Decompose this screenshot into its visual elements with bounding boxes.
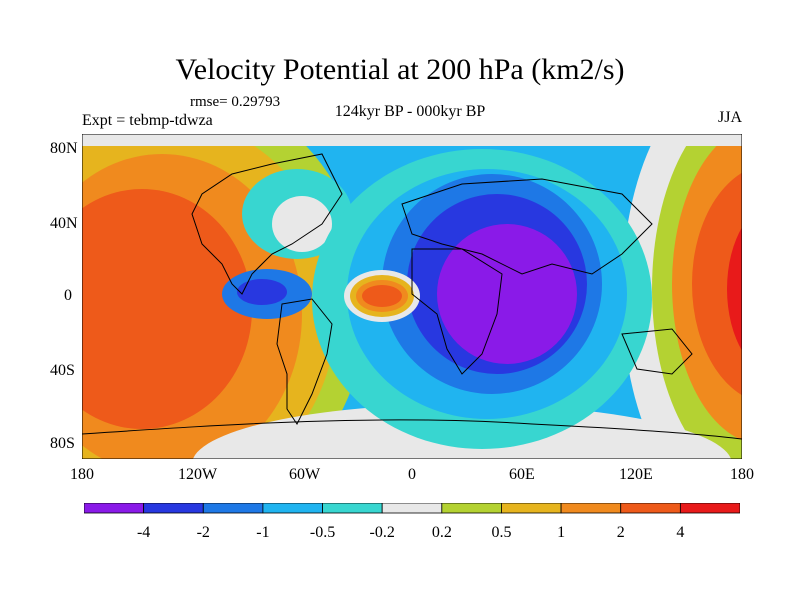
colorbar-label: 0.5 bbox=[491, 524, 511, 541]
colorbar-box bbox=[441, 503, 502, 514]
north-atlantic-contour-2 bbox=[272, 196, 332, 252]
antarctica-coast bbox=[82, 419, 742, 440]
lon-tick-180-right: 180 bbox=[730, 466, 754, 483]
colorbar-label: -1 bbox=[256, 524, 269, 541]
colorbar-label: 1 bbox=[557, 524, 565, 541]
south-america-coast bbox=[276, 298, 333, 425]
colorbar-box bbox=[202, 503, 264, 514]
africa-contour-5 bbox=[437, 224, 577, 364]
lat-tick-0: 0 bbox=[64, 287, 72, 304]
pacific-east-contour-3 bbox=[692, 172, 742, 396]
season-label: JJA bbox=[717, 109, 742, 126]
colorbar-label: -4 bbox=[137, 524, 150, 541]
australia-coast bbox=[621, 328, 693, 375]
colorbar-label: -0.2 bbox=[370, 524, 395, 541]
colorbar-label: -2 bbox=[197, 524, 210, 541]
lon-tick-120e: 120E bbox=[619, 466, 653, 483]
colorbar-labels: -4 -2 -1 -0.5 -0.2 0.2 0.5 1 2 4 bbox=[137, 524, 684, 541]
colorbar-box bbox=[501, 503, 562, 514]
colorbar-box bbox=[679, 503, 740, 514]
eurasia-coast bbox=[401, 178, 653, 275]
colorbar-box bbox=[322, 503, 383, 514]
lat-tick-40s: 40S bbox=[50, 362, 75, 379]
caribbean-contour-2 bbox=[237, 279, 287, 305]
experiment-label: Expt = tebmp-tdwza bbox=[82, 112, 213, 129]
colorbar-box bbox=[620, 503, 681, 514]
chart-title: Velocity Potential at 200 hPa (km2/s) bbox=[175, 53, 625, 86]
colorbar-label: 2 bbox=[617, 524, 625, 541]
colorbar-label: 0.2 bbox=[432, 524, 452, 541]
velocity-potential-map bbox=[82, 134, 742, 459]
period-label: 124kyr BP - 000kyr BP bbox=[334, 103, 486, 120]
colorbar-boxes bbox=[84, 503, 740, 514]
lon-tick-60e: 60E bbox=[509, 466, 535, 483]
arctic-strip bbox=[82, 134, 742, 146]
colorbar-box bbox=[143, 503, 204, 514]
rmse-label: rmse= 0.29793 bbox=[190, 94, 281, 110]
colorbar-box bbox=[84, 503, 145, 514]
lon-tick-0: 0 bbox=[408, 466, 416, 483]
north-america-coast bbox=[191, 153, 343, 295]
pacific-east-contour-4 bbox=[727, 227, 742, 351]
pacific-west-contour-4 bbox=[82, 189, 252, 429]
atlantic-max-contour-4 bbox=[362, 285, 402, 307]
colorbar-label: -0.5 bbox=[310, 524, 335, 541]
lat-tick-80n: 80N bbox=[50, 140, 78, 157]
colorbar-box bbox=[560, 503, 622, 514]
colorbar-box bbox=[381, 503, 443, 514]
lat-tick-80s: 80S bbox=[50, 435, 75, 452]
lon-tick-60w: 60W bbox=[289, 466, 321, 483]
lon-tick-120w: 120W bbox=[178, 466, 218, 483]
colorbar-label: 4 bbox=[676, 524, 684, 541]
lat-tick-40n: 40N bbox=[50, 215, 78, 232]
lon-tick-180-left: 180 bbox=[70, 466, 94, 483]
colorbar-box bbox=[262, 503, 323, 514]
coastlines bbox=[82, 153, 742, 440]
colorbar: -4 -2 -1 -0.5 -0.2 0.2 0.5 1 2 4 bbox=[84, 503, 740, 541]
africa-coast bbox=[411, 248, 503, 375]
